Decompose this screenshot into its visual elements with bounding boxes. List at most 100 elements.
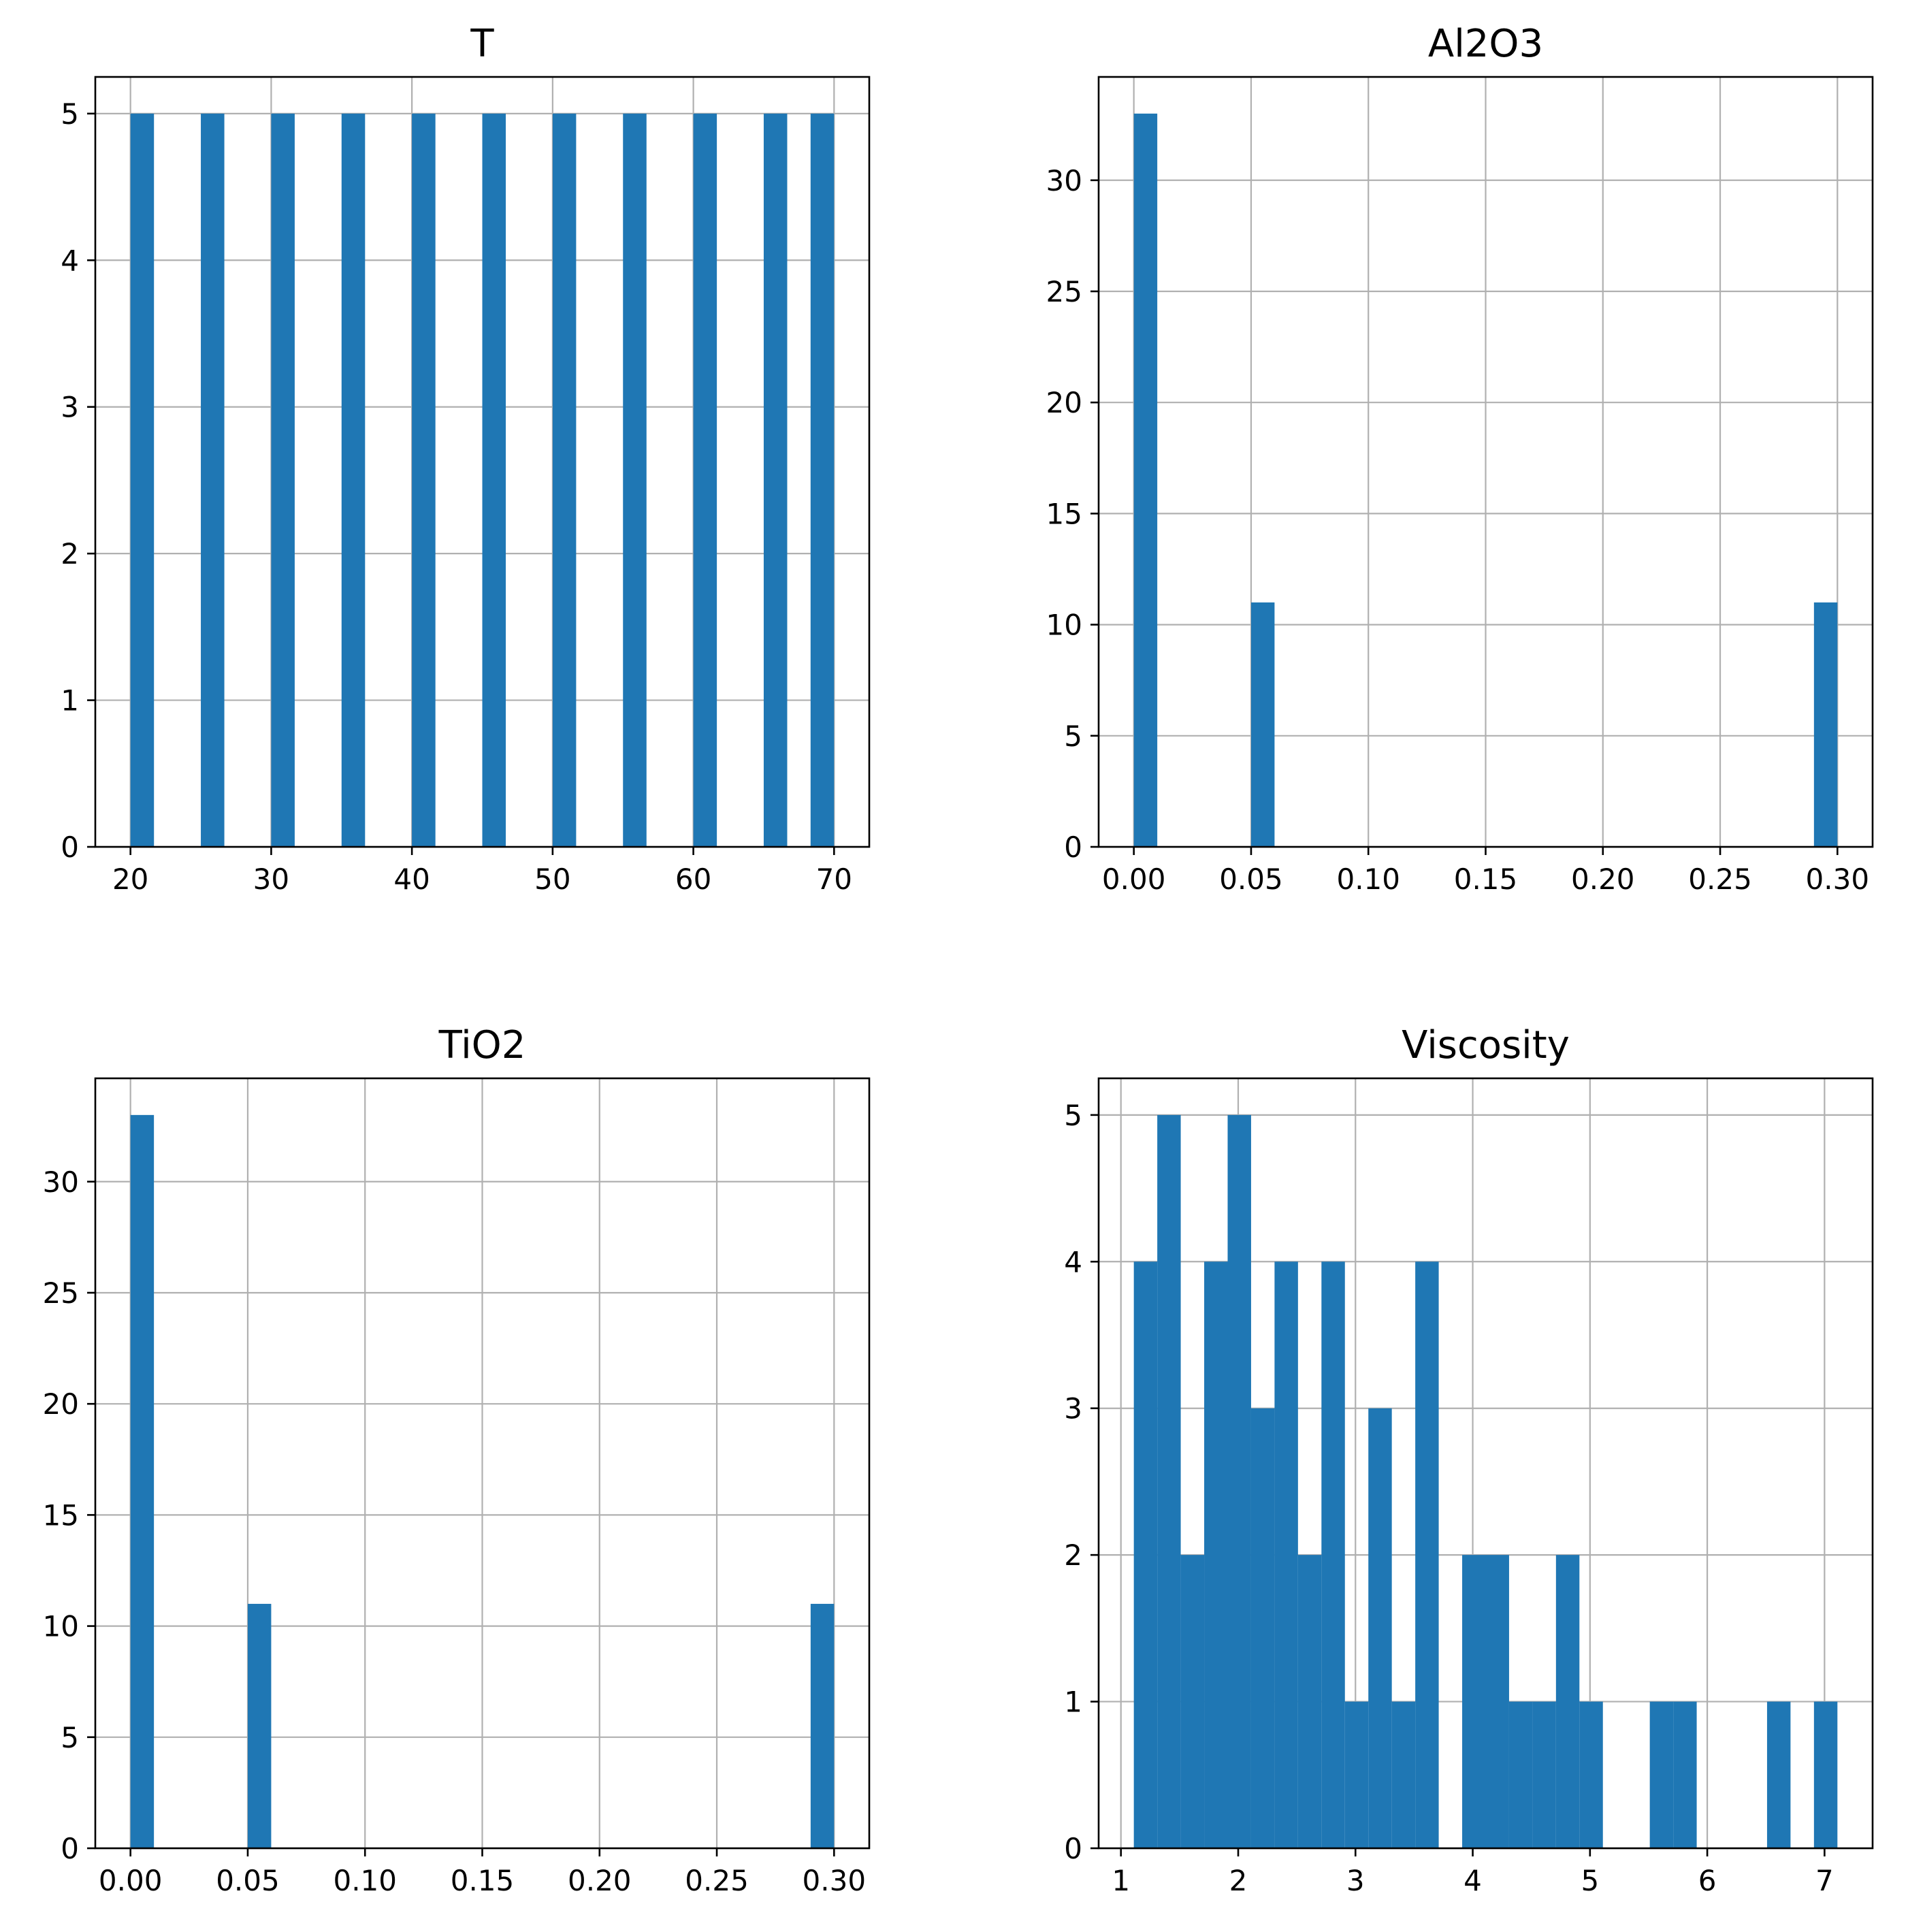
y-tick-label: 2 bbox=[1064, 1539, 1082, 1572]
y-tick-label: 3 bbox=[61, 391, 79, 424]
y-tick-label: 30 bbox=[43, 1165, 79, 1199]
y-tick-label: 10 bbox=[1046, 609, 1082, 642]
y-tick-label: 0 bbox=[61, 831, 79, 864]
histogram-bar bbox=[1227, 1114, 1251, 1848]
histogram-bar bbox=[1462, 1555, 1486, 1848]
histogram-bar bbox=[341, 113, 366, 847]
histogram-bar bbox=[247, 1603, 272, 1848]
x-tick-label: 60 bbox=[675, 863, 711, 896]
axes-frame bbox=[1097, 1077, 1874, 1850]
y-tick-label: 2 bbox=[61, 537, 79, 570]
histogram-bar bbox=[1673, 1701, 1697, 1848]
histogram-bar bbox=[623, 113, 647, 847]
subplot-2: 0.00 0.05 0.10 0.15 0.20 0.25 0.30 0 5 10 15 20 25 30… bbox=[1046, 22, 1874, 896]
y-tick-label: 20 bbox=[1046, 386, 1082, 419]
x-tick-label: 0.20 bbox=[568, 1864, 632, 1897]
x-tick-label: 0.10 bbox=[333, 1864, 397, 1897]
x-tick-label: 0.05 bbox=[1219, 863, 1283, 896]
y-tick-label: 0 bbox=[1064, 831, 1082, 864]
x-tick-label: 1 bbox=[1112, 1864, 1130, 1897]
histogram-bar bbox=[1133, 1261, 1158, 1848]
histogram-bar bbox=[482, 113, 506, 847]
x-tick-label: 3 bbox=[1346, 1864, 1365, 1897]
x-tick-label: 0.30 bbox=[803, 1864, 867, 1897]
y-tick-label: 0 bbox=[61, 1832, 79, 1865]
histogram-bar bbox=[271, 113, 295, 847]
histogram-bar bbox=[552, 113, 577, 847]
y-tick-label: 3 bbox=[1064, 1392, 1082, 1426]
y-tick-label: 15 bbox=[1046, 497, 1082, 530]
histogram-bar bbox=[1250, 1408, 1275, 1848]
x-tick-label: 0.20 bbox=[1571, 863, 1635, 896]
y-tick-label: 20 bbox=[43, 1387, 79, 1421]
histogram-bar bbox=[201, 113, 225, 847]
x-tick-label: 30 bbox=[253, 863, 289, 896]
y-tick-label: 1 bbox=[61, 684, 79, 718]
y-tick-label: 10 bbox=[43, 1610, 79, 1643]
y-tick-label: 25 bbox=[1046, 275, 1082, 308]
histogram-bar bbox=[130, 113, 155, 847]
x-tick-label: 0.00 bbox=[99, 1864, 163, 1897]
x-tick-label: 0.00 bbox=[1102, 863, 1166, 896]
histogram-bar bbox=[1508, 1701, 1533, 1848]
histogram-bar bbox=[1391, 1701, 1416, 1848]
x-tick-label: 0.15 bbox=[1454, 863, 1518, 896]
histogram-bar bbox=[130, 1114, 155, 1848]
y-tick-label: 25 bbox=[43, 1276, 79, 1310]
histogram-bar bbox=[810, 1603, 835, 1848]
histogram-bar bbox=[1555, 1555, 1580, 1848]
histogram-bar bbox=[1204, 1261, 1228, 1848]
x-tick-label: 0.15 bbox=[451, 1864, 515, 1897]
histogram-bar bbox=[1321, 1261, 1345, 1848]
x-tick-label: 7 bbox=[1815, 1864, 1834, 1897]
histogram-bar bbox=[1157, 1114, 1181, 1848]
histogram-bar bbox=[1813, 1701, 1838, 1848]
x-tick-label: 0.25 bbox=[685, 1864, 749, 1897]
histogram-bar bbox=[693, 113, 717, 847]
y-tick-label: 1 bbox=[1064, 1686, 1082, 1719]
histogram-bar bbox=[1813, 602, 1838, 847]
histogram-bar bbox=[763, 113, 788, 847]
histogram-bar bbox=[1579, 1701, 1603, 1848]
x-tick-label: 0.30 bbox=[1806, 863, 1870, 896]
subplot-title: T bbox=[470, 22, 494, 66]
x-tick-label: 50 bbox=[534, 863, 570, 896]
histogram-bar bbox=[1250, 602, 1275, 847]
y-tick-label: 5 bbox=[61, 97, 79, 131]
y-tick-label: 5 bbox=[61, 1721, 79, 1754]
axes-frame bbox=[94, 76, 871, 848]
x-tick-label: 2 bbox=[1229, 1864, 1248, 1897]
subplot-1: 20 30 40 50 60 70 0 1 2 3 4 5 T bbox=[61, 22, 871, 896]
subplot-title: Viscosity bbox=[1402, 1023, 1570, 1067]
histogram-bar bbox=[1649, 1701, 1674, 1848]
histogram-bar bbox=[1415, 1261, 1439, 1848]
x-tick-label: 40 bbox=[393, 863, 430, 896]
histogram-bar bbox=[1133, 113, 1158, 847]
y-tick-label: 5 bbox=[1064, 1099, 1082, 1132]
histogram-bar bbox=[412, 113, 436, 847]
histogram-bar bbox=[1766, 1701, 1791, 1848]
x-tick-label: 0.25 bbox=[1688, 863, 1752, 896]
subplot-title: Al2O3 bbox=[1428, 22, 1543, 66]
x-tick-label: 0.10 bbox=[1336, 863, 1400, 896]
x-tick-label: 20 bbox=[112, 863, 148, 896]
y-tick-label: 30 bbox=[1046, 164, 1082, 197]
y-tick-label: 5 bbox=[1064, 720, 1082, 753]
subplot-3: 0.00 0.05 0.10 0.15 0.20 0.25 0.30 0 5 10 15 20 25 30… bbox=[43, 1023, 871, 1897]
y-tick-label: 4 bbox=[61, 244, 79, 277]
histogram-bar bbox=[810, 113, 835, 847]
y-tick-label: 15 bbox=[43, 1498, 79, 1532]
histogram-bar bbox=[1485, 1555, 1509, 1848]
x-tick-label: 4 bbox=[1464, 1864, 1482, 1897]
x-tick-label: 5 bbox=[1581, 1864, 1599, 1897]
x-tick-label: 6 bbox=[1698, 1864, 1717, 1897]
y-tick-label: 0 bbox=[1064, 1832, 1082, 1865]
subplot-title: TiO2 bbox=[438, 1023, 526, 1067]
y-tick-label: 4 bbox=[1064, 1245, 1082, 1278]
histogram-bar bbox=[1180, 1555, 1205, 1848]
histogram-bar bbox=[1532, 1701, 1556, 1848]
histogram-bar bbox=[1344, 1701, 1369, 1848]
histogram-bar bbox=[1274, 1261, 1298, 1848]
